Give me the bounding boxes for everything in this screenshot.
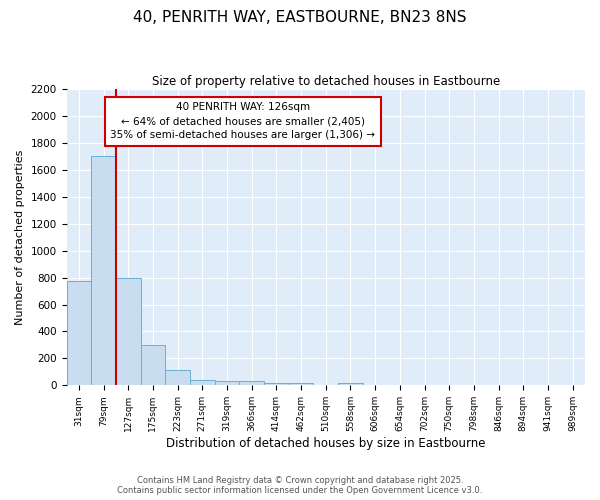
Bar: [91, 156, 116, 386]
Bar: [116, 278, 140, 386]
Bar: [215, 380, 239, 386]
X-axis label: Distribution of detached houses by size in Eastbourne: Distribution of detached houses by size …: [166, 437, 485, 450]
Text: Contains HM Land Registry data © Crown copyright and database right 2025.
Contai: Contains HM Land Registry data © Crown c…: [118, 476, 482, 495]
Text: 40 PENRITH WAY: 126sqm
← 64% of detached houses are smaller (2,405)
35% of semi-: 40 PENRITH WAY: 126sqm ← 64% of detached…: [110, 102, 376, 141]
Bar: [67, 281, 91, 386]
Bar: [190, 380, 215, 386]
Bar: [239, 380, 264, 386]
Text: 40, PENRITH WAY, EASTBOURNE, BN23 8NS: 40, PENRITH WAY, EASTBOURNE, BN23 8NS: [133, 10, 467, 25]
Y-axis label: Number of detached properties: Number of detached properties: [15, 150, 25, 325]
Bar: [338, 383, 363, 386]
Bar: [165, 370, 190, 386]
Bar: [140, 345, 165, 386]
Title: Size of property relative to detached houses in Eastbourne: Size of property relative to detached ho…: [152, 75, 500, 88]
Bar: [264, 382, 289, 386]
Bar: [289, 383, 313, 386]
